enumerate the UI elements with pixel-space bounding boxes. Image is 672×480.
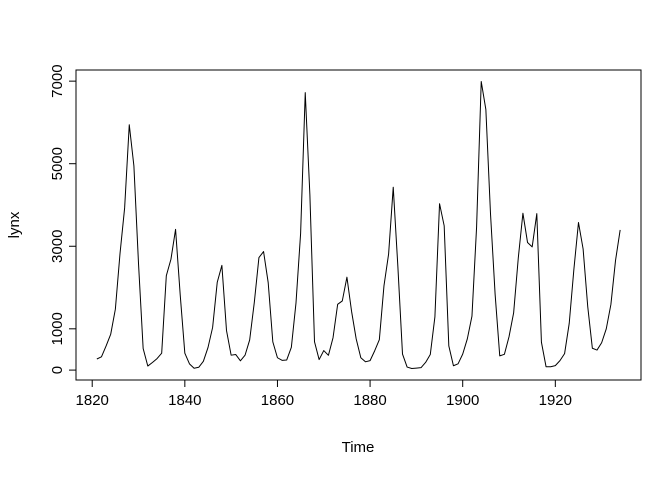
series-group	[96, 81, 621, 369]
x-tick-label: 1820	[76, 392, 109, 409]
lynx-series-line	[96, 81, 621, 369]
x-axis: 1820 1840 1860 1880 1900 1920	[76, 380, 572, 409]
plot-border	[75, 69, 642, 381]
x-tick-label: 1920	[539, 392, 572, 409]
x-axis-title: Time	[342, 439, 375, 456]
y-tick-label: 1000	[49, 312, 66, 345]
x-tick-label: 1900	[446, 392, 479, 409]
y-tick-label: 5000	[49, 147, 66, 180]
x-tick-label: 1880	[353, 392, 386, 409]
y-axis: 0 1000 3000 5000 7000	[49, 64, 76, 374]
y-tick-label: 3000	[49, 230, 66, 263]
x-tick-label: 1840	[168, 392, 201, 409]
y-tick-label: 0	[49, 366, 66, 374]
x-tick-label: 1860	[261, 392, 294, 409]
y-axis-title: lynx	[6, 211, 23, 238]
y-tick-label: 7000	[49, 64, 66, 97]
